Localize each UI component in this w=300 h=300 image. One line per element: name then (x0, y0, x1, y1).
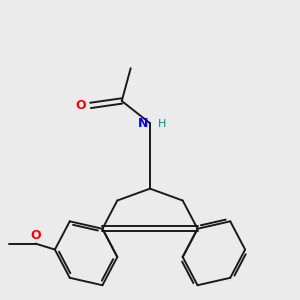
Text: N: N (138, 117, 148, 130)
Text: O: O (30, 229, 41, 242)
Text: H: H (158, 119, 167, 129)
Text: O: O (76, 99, 86, 112)
